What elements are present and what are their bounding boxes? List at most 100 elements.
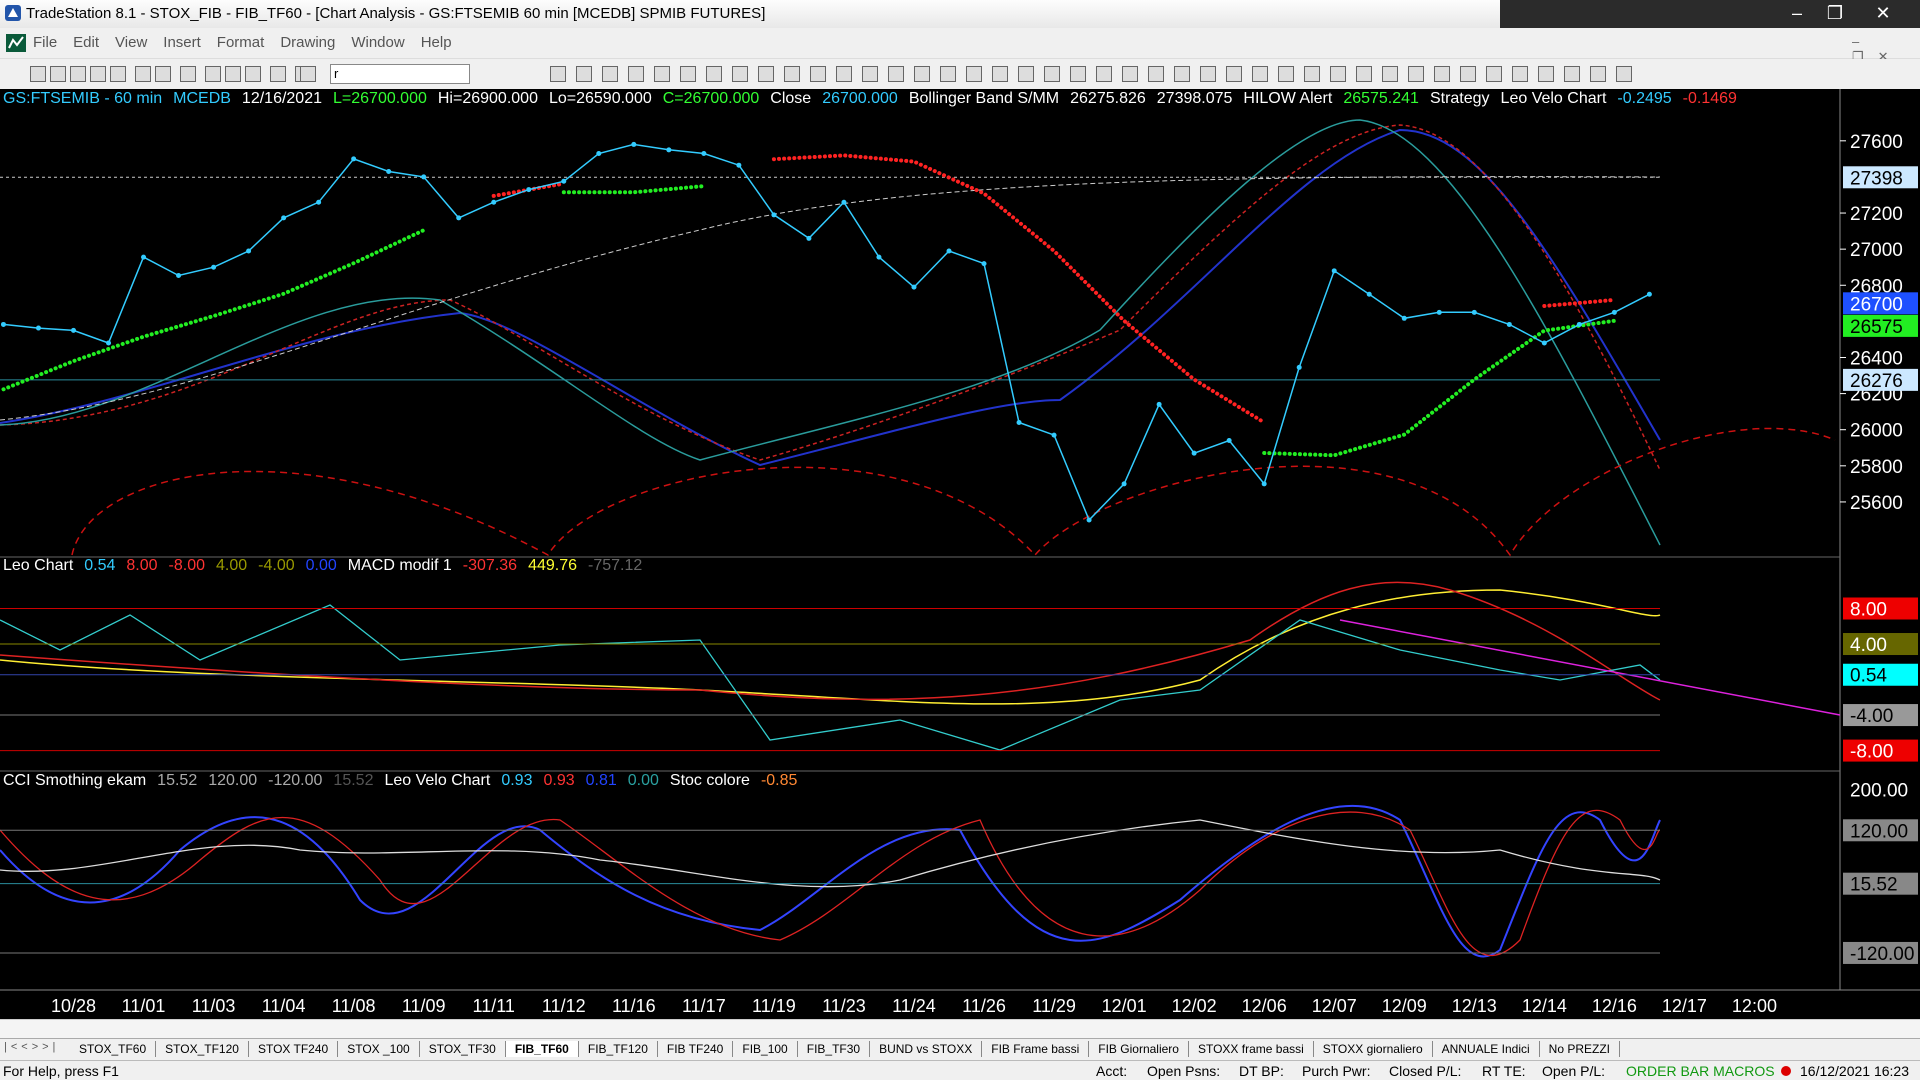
menu-item[interactable]: Insert — [163, 34, 201, 51]
tab[interactable]: STOX_TF30 — [420, 1041, 506, 1057]
toolbar-icon[interactable] — [1070, 66, 1086, 82]
toolbar-icon[interactable] — [992, 66, 1008, 82]
header-item: -120.00 — [268, 772, 323, 789]
price-line — [3, 143, 1650, 522]
toolbar-icon[interactable] — [1330, 66, 1346, 82]
maximize-button[interactable]: ❐ — [1826, 3, 1844, 23]
tab[interactable]: FIB_TF30 — [798, 1041, 871, 1057]
toolbar-icon[interactable] — [810, 66, 826, 82]
tab[interactable]: FIB_TF60 — [505, 1041, 579, 1057]
x-tick-label: 11/26 — [962, 996, 1006, 1016]
toolbar-icon[interactable] — [1590, 66, 1606, 82]
toolbar-icon[interactable] — [680, 66, 696, 82]
toolbar-icon[interactable] — [888, 66, 904, 82]
toolbar-icon[interactable] — [940, 66, 956, 82]
tab[interactable]: FIB_100 — [733, 1041, 798, 1057]
minimize-button[interactable]: – — [1791, 3, 1802, 23]
toolbar-icon[interactable] — [1018, 66, 1034, 82]
axis-label: 4.00 — [1850, 635, 1887, 656]
toolbar-icon[interactable] — [576, 66, 592, 82]
macros[interactable]: ORDER BAR MACROS — [1626, 1063, 1775, 1079]
toolbar-icon[interactable] — [732, 66, 748, 82]
toolbar-icon[interactable] — [1512, 66, 1528, 82]
tab[interactable]: No PREZZI — [1540, 1041, 1620, 1057]
toolbar-icon[interactable] — [50, 66, 66, 82]
tab[interactable]: ANNUALE Indici — [1433, 1041, 1540, 1057]
menu-item[interactable]: Format — [216, 34, 265, 51]
toolbar-icon[interactable] — [300, 66, 316, 82]
toolbar-icon[interactable] — [1408, 66, 1424, 82]
tab[interactable]: STOX_TF120 — [156, 1041, 249, 1057]
menu-item[interactable]: Edit — [73, 34, 100, 51]
toolbar-icon[interactable] — [1044, 66, 1060, 82]
toolbar-icon[interactable] — [1564, 66, 1580, 82]
tab-scroll[interactable]: |<<>>| — [4, 1041, 60, 1053]
menu-item[interactable]: Drawing — [280, 34, 336, 51]
toolbar-icon[interactable] — [654, 66, 670, 82]
tab[interactable]: STOXX giornaliero — [1314, 1041, 1433, 1057]
tab[interactable]: FIB_TF120 — [579, 1041, 658, 1057]
toolbar-icon[interactable] — [135, 66, 151, 82]
toolbar-icon[interactable] — [550, 66, 566, 82]
toolbar-icon[interactable] — [90, 66, 106, 82]
toolbar-icon[interactable] — [70, 66, 86, 82]
x-tick-label: 12/01 — [1102, 996, 1147, 1016]
menu-item[interactable]: View — [115, 34, 148, 51]
toolbar-icon[interactable] — [784, 66, 800, 82]
header-item: 15.52 — [333, 772, 374, 789]
signal-line — [0, 581, 1661, 701]
menu-item[interactable]: File — [33, 34, 58, 51]
header-item: -0.85 — [760, 772, 798, 789]
tab[interactable]: FIB Frame bassi — [982, 1041, 1090, 1057]
toolbar-icon[interactable] — [1200, 66, 1216, 82]
tabs: STOX_TF60 STOX_TF120 STOX TF240 STOX _100 ST… — [70, 1041, 1620, 1057]
toolbar-icon[interactable] — [155, 66, 171, 82]
toolbar-icon[interactable] — [1538, 66, 1554, 82]
x-tick-label: 11/03 — [192, 996, 236, 1016]
toolbar-icon[interactable] — [225, 66, 241, 82]
close-button[interactable]: ✕ — [1875, 3, 1891, 23]
toolbar-icon[interactable] — [1278, 66, 1294, 82]
horizontal-scrollbar[interactable] — [0, 1019, 1920, 1039]
toolbar-icon[interactable] — [1486, 66, 1502, 82]
toolbar-icon[interactable] — [602, 66, 618, 82]
toolbar-icon[interactable] — [1096, 66, 1112, 82]
toolbar-icon[interactable] — [1460, 66, 1476, 82]
toolbar-icon[interactable] — [1382, 66, 1398, 82]
toolbar-icon[interactable] — [205, 66, 221, 82]
toolbar-icon[interactable] — [110, 66, 126, 82]
symbol-combo[interactable]: r — [330, 64, 470, 84]
toolbar-icon[interactable] — [245, 66, 261, 82]
menu-item[interactable]: Help — [420, 34, 452, 51]
toolbar-icon[interactable] — [270, 66, 286, 82]
tab[interactable]: FIB Giornaliero — [1089, 1041, 1189, 1057]
toolbar-icon[interactable] — [1304, 66, 1320, 82]
toolbar-icon[interactable] — [30, 66, 46, 82]
tab[interactable]: FIB TF240 — [658, 1041, 734, 1057]
tab[interactable]: STOX_TF60 — [70, 1041, 157, 1057]
toolbar-icon[interactable] — [836, 66, 852, 82]
toolbar-icon[interactable] — [1174, 66, 1190, 82]
toolbar-icon[interactable] — [1356, 66, 1372, 82]
toolbar-icon[interactable] — [628, 66, 644, 82]
toolbar-icon[interactable] — [1252, 66, 1268, 82]
status-dot — [1781, 1066, 1791, 1076]
toolbar-icon[interactable] — [1226, 66, 1242, 82]
toolbar-icon[interactable] — [862, 66, 878, 82]
tab[interactable]: STOX TF240 — [249, 1041, 339, 1057]
toolbar-icon[interactable] — [1122, 66, 1138, 82]
toolbar-icon[interactable] — [1148, 66, 1164, 82]
tab[interactable]: BUND vs STOXX — [870, 1041, 983, 1057]
menu-item[interactable]: Window — [351, 34, 405, 51]
toolbar-icon[interactable] — [1616, 66, 1632, 82]
toolbar-icon[interactable] — [706, 66, 722, 82]
header-item: 0.00 — [627, 772, 659, 789]
toolbar-icon[interactable] — [1434, 66, 1450, 82]
tab[interactable]: STOX _100 — [338, 1041, 420, 1057]
toolbar-icon[interactable] — [966, 66, 982, 82]
toolbar-icon[interactable] — [180, 66, 196, 82]
toolbar-icon[interactable] — [758, 66, 774, 82]
x-tick-label: 12/16 — [1592, 996, 1637, 1016]
toolbar-icon[interactable] — [914, 66, 930, 82]
tab[interactable]: STOXX frame bassi — [1189, 1041, 1314, 1057]
